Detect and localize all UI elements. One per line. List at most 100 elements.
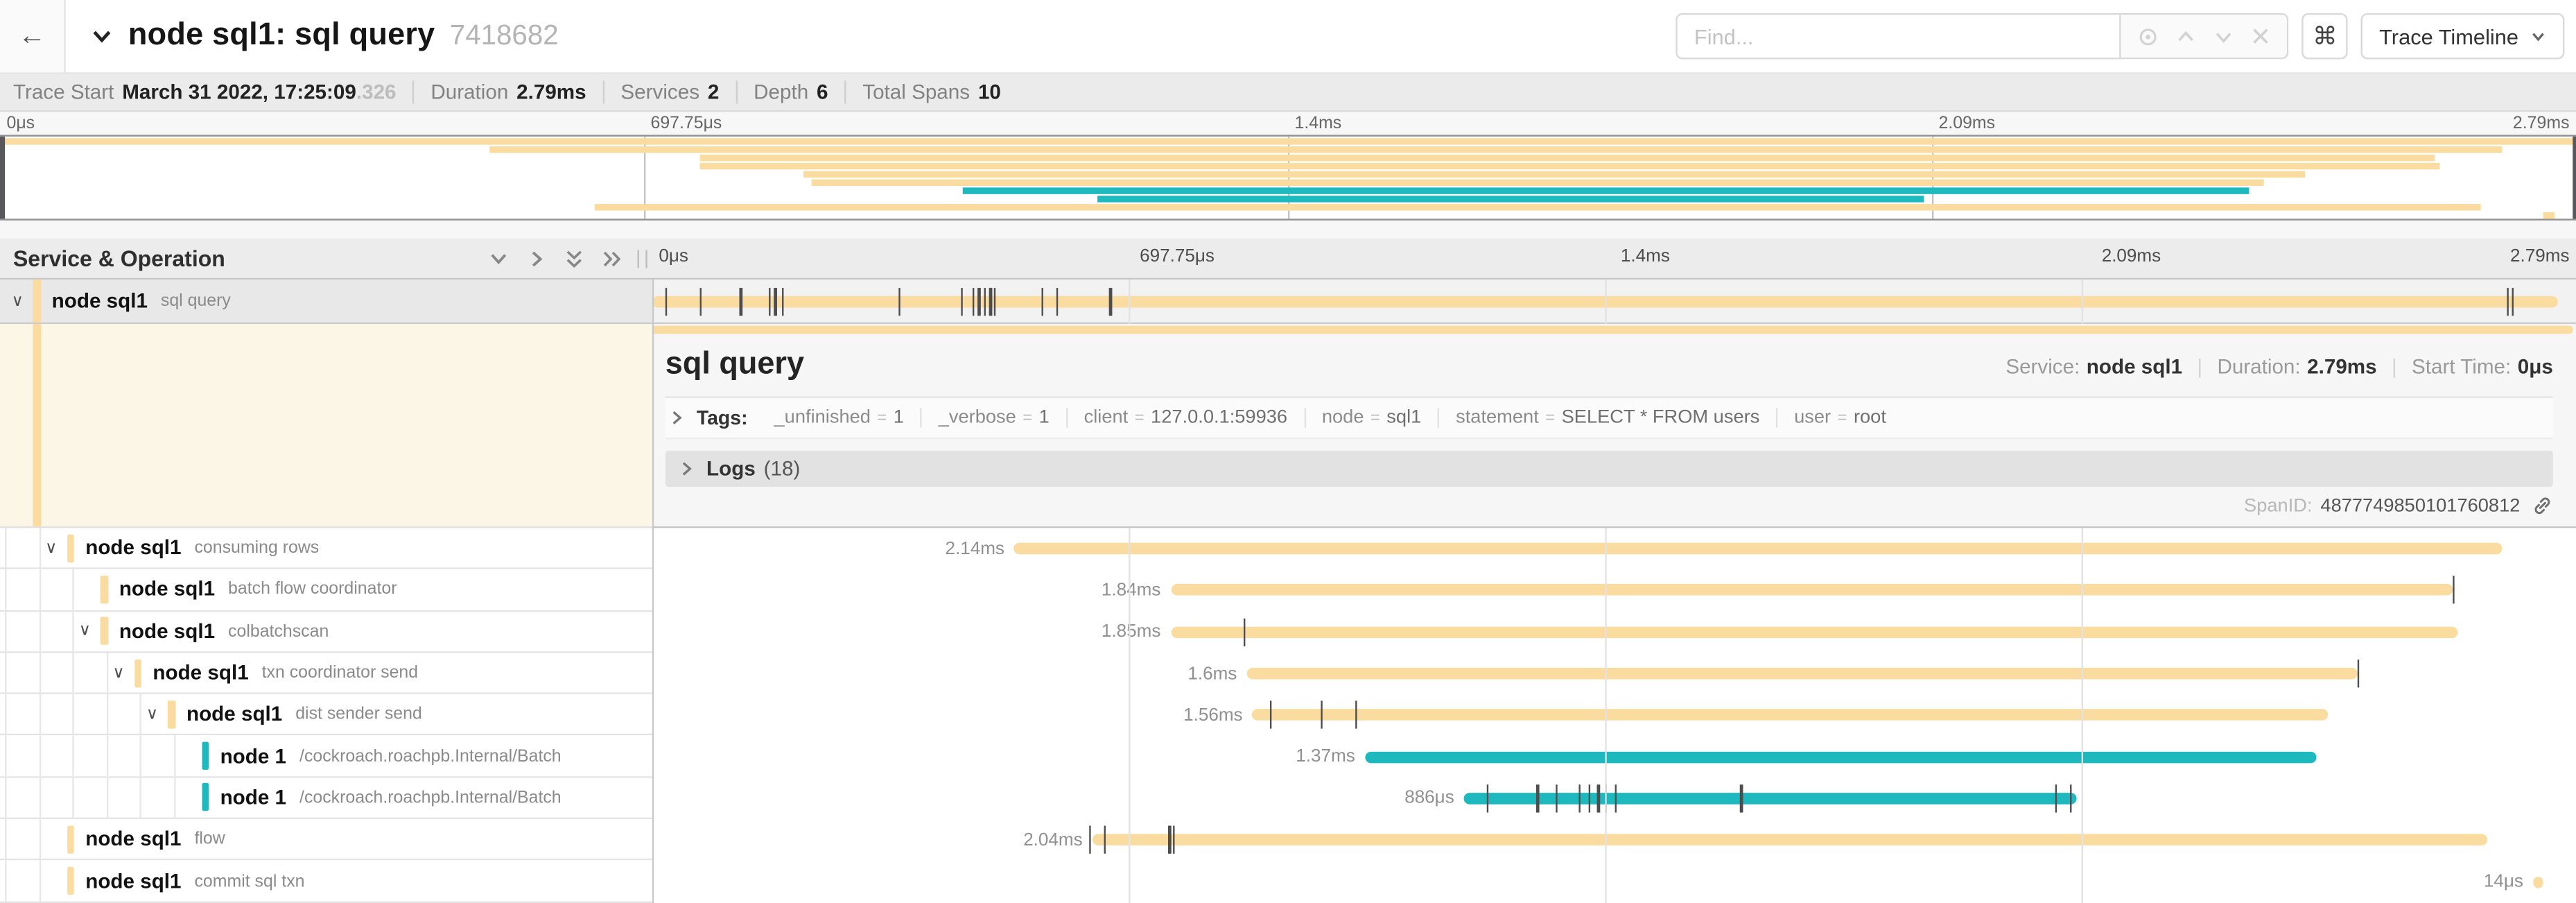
indent-guide [105, 694, 108, 734]
indent-guide [38, 861, 41, 901]
find-input[interactable] [1676, 12, 2122, 60]
bar-cell[interactable]: 1.85ms [652, 611, 2576, 653]
span-bar[interactable] [1014, 542, 2503, 555]
next-match-icon[interactable] [2213, 26, 2235, 47]
span-row[interactable]: ∨ node 1 /cockroach.roachpb.Internal/Bat… [0, 777, 2576, 820]
bar-cell[interactable]: 886μs [652, 777, 2576, 819]
log-marker [1172, 826, 1175, 854]
span-row[interactable]: ∨ node 1 /cockroach.roachpb.Internal/Bat… [0, 736, 2576, 778]
log-marker [2070, 784, 2073, 813]
collapse-all-icon[interactable] [564, 248, 585, 269]
tree-cell[interactable]: ∨ node sql1 batch flow coordinator [0, 569, 652, 612]
tags-label: Tags: [696, 406, 748, 429]
log-marker [2512, 286, 2515, 316]
bar-cell[interactable]: 1.84ms [652, 569, 2576, 611]
span-bar[interactable] [1092, 834, 2488, 846]
tree-cell[interactable]: ∨ node sql1 commit sql txn [0, 861, 652, 903]
timeline-table-header: Service & Operation 0μs 697.75μs 1.4ms 2.09… [0, 238, 2576, 280]
span-bar[interactable] [2533, 875, 2543, 888]
span-row[interactable]: ∨ node sql1 commit sql txn 14μs [0, 861, 2576, 903]
collapse-chevron-icon[interactable]: ∨ [11, 291, 24, 311]
operation-name: commit sql txn [194, 870, 305, 891]
indent-guide [105, 777, 108, 818]
back-button[interactable]: ← [0, 0, 66, 73]
bar-cell[interactable] [652, 280, 2576, 325]
service-name: node sql1 [153, 661, 249, 685]
minimap-left-handle[interactable] [0, 136, 4, 219]
chevron-right-icon [669, 410, 686, 427]
span-row[interactable]: ∨ node sql1 dist sender send 1.56ms [0, 694, 2576, 737]
collapse-chevron-icon[interactable]: ∨ [146, 705, 159, 724]
span-row-sql-query[interactable]: ∨ node sql1 sql query [0, 280, 2576, 325]
tree-cell[interactable]: ∨ node sql1 flow [0, 819, 652, 861]
collapse-chevron-icon[interactable]: ∨ [78, 622, 92, 641]
log-marker [1536, 784, 1539, 813]
span-bar[interactable] [1364, 750, 2316, 763]
span-duration-label: 886μs [1404, 788, 1454, 809]
timeline-gridline [2081, 280, 2084, 903]
span-bar[interactable] [1246, 667, 2358, 680]
tree-cell[interactable]: ∨ node sql1 txn coordinator send [0, 653, 652, 695]
operation-name: flow [194, 829, 225, 850]
tree-cell[interactable]: ∨ node 1 /cockroach.roachpb.Internal/Bat… [0, 736, 652, 778]
timeline-gridline [1129, 280, 1131, 903]
span-bar[interactable] [1170, 584, 2453, 596]
span-bar[interactable] [1252, 709, 2328, 721]
expand-all-icon[interactable] [601, 248, 623, 269]
column-divider[interactable] [652, 280, 654, 903]
keyboard-shortcuts-button[interactable]: ⌘ [2301, 12, 2349, 60]
prev-match-icon[interactable] [2175, 26, 2197, 47]
bar-cell[interactable]: 1.37ms [652, 736, 2576, 777]
tag-item: _verbose = 1 [922, 408, 1068, 428]
service-color-strip [66, 825, 74, 854]
start-time-value: 0μs [2517, 355, 2553, 379]
minimap-canvas[interactable] [0, 135, 2576, 221]
indent-guide [5, 736, 7, 776]
tag-item: node = sql1 [1305, 408, 1440, 428]
minimap-span-bar [963, 187, 2249, 194]
bar-cell[interactable]: 14μs [652, 861, 2576, 902]
indent-guide [38, 653, 41, 693]
operation-name: /cockroach.roachpb.Internal/Batch [299, 787, 562, 808]
bar-cell[interactable]: 1.56ms [652, 694, 2576, 736]
clear-search-icon[interactable] [2251, 26, 2270, 46]
match-target-icon[interactable] [2138, 26, 2159, 47]
collapse-chevron-icon[interactable]: ∨ [112, 664, 125, 682]
logs-accordion[interactable]: Logs (18) [665, 450, 2553, 487]
tree-cell[interactable]: ∨ node 1 /cockroach.roachpb.Internal/Bat… [0, 777, 652, 820]
bar-cell[interactable]: 1.6ms [652, 653, 2576, 694]
indent-guide [5, 694, 7, 734]
chevron-right-icon [679, 461, 695, 477]
expand-one-icon[interactable] [525, 248, 547, 269]
bar-cell[interactable]: 2.04ms [652, 819, 2576, 861]
view-selector-button[interactable]: Trace Timeline [2361, 12, 2565, 60]
column-resize-handle[interactable] [637, 250, 647, 268]
span-bar[interactable] [1463, 792, 2076, 805]
chevron-down-icon[interactable] [90, 25, 113, 48]
tree-cell[interactable]: ∨ node sql1 consuming rows [0, 528, 652, 570]
tree-cell[interactable]: ∨ node sql1 sql query [0, 280, 652, 325]
span-duration-label: 2.14ms [945, 539, 1004, 559]
span-bar[interactable] [652, 295, 2558, 307]
deep-link-icon[interactable] [2532, 495, 2553, 517]
span-row[interactable]: ∨ node sql1 colbatchscan 1.85ms [0, 611, 2576, 653]
summary-item: Total Spans 10 [862, 80, 1001, 104]
collapse-one-icon[interactable] [488, 248, 510, 269]
log-marker [1578, 784, 1581, 813]
span-row[interactable]: ∨ node sql1 txn coordinator send 1.6ms [0, 653, 2576, 695]
tree-cell[interactable]: ∨ node sql1 colbatchscan [0, 611, 652, 653]
selected-span-bar[interactable] [652, 325, 2573, 334]
indent-guide [105, 736, 108, 776]
tags-accordion[interactable]: Tags: _unfinished = 1 _verbose = 1 client = 127.… [665, 397, 2553, 440]
span-row[interactable]: ∨ node sql1 batch flow coordinator 1.84m… [0, 569, 2576, 612]
span-bar[interactable] [1170, 626, 2457, 638]
tree-cell[interactable]: ∨ node sql1 dist sender send [0, 694, 652, 737]
trace-title-group[interactable]: node sql1: sql query 7418682 [90, 0, 559, 72]
span-row[interactable]: ∨ node sql1 flow 2.04ms [0, 819, 2576, 861]
collapse-chevron-icon[interactable]: ∨ [45, 539, 58, 558]
span-row[interactable]: ∨ node sql1 consuming rows 2.14ms [0, 528, 2576, 570]
minimap-right-handle[interactable] [2572, 136, 2576, 219]
bar-cell[interactable]: 2.14ms [652, 528, 2576, 569]
service-name: node sql1 [119, 578, 216, 601]
span-id-row: SpanID: 4877749850101760812 [665, 495, 2553, 517]
